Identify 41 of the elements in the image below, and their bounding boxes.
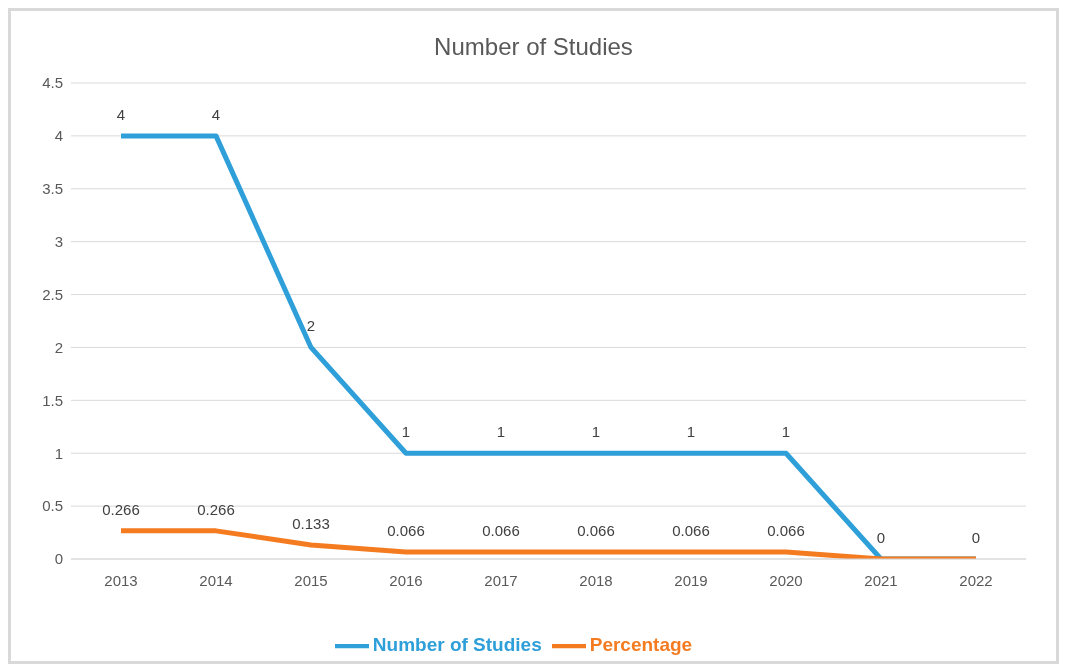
x-tick-label: 2015 [294, 571, 328, 589]
y-tick-label: 1.5 [42, 391, 63, 409]
data-label: 2 [306, 317, 316, 335]
x-tick-label: 2021 [864, 571, 898, 589]
y-tick-label: 3.5 [42, 180, 63, 198]
data-label: 0.133 [292, 514, 330, 532]
data-label: 4 [116, 105, 126, 123]
x-tick-label: 2019 [674, 571, 708, 589]
y-tick-label: 0 [54, 550, 63, 568]
y-tick-label: 2 [54, 338, 63, 356]
x-tick-label: 2017 [484, 571, 518, 589]
data-label: 0.066 [482, 522, 520, 540]
data-label: 0.066 [767, 522, 805, 540]
data-label: 1 [686, 423, 696, 441]
data-label: 0.266 [102, 500, 140, 518]
data-label: 1 [591, 423, 601, 441]
x-tick-label: 2020 [769, 571, 803, 589]
y-tick-label: 4 [54, 127, 63, 145]
data-label: 1 [781, 423, 791, 441]
data-label: 1 [496, 423, 506, 441]
data-label: 0.066 [577, 522, 615, 540]
y-tick-label: 0.5 [42, 497, 63, 515]
y-tick-label: 4.5 [42, 74, 63, 92]
x-tick-label: 2022 [959, 571, 993, 589]
y-tick-label: 1 [54, 444, 63, 462]
y-tick-label: 3 [54, 232, 63, 250]
data-label: 0.066 [387, 522, 425, 540]
data-label: 0.266 [197, 500, 235, 518]
x-tick-label: 2016 [389, 571, 423, 589]
data-label: 0 [971, 529, 981, 546]
x-tick-label: 2013 [104, 571, 138, 589]
x-tick-label: 2014 [199, 571, 233, 589]
data-label: 1 [401, 423, 411, 441]
chart-title: Number of Studies [433, 32, 634, 62]
legend-label: Percentage [589, 634, 693, 656]
data-label: 0.066 [672, 522, 710, 540]
x-tick-label: 2018 [579, 571, 613, 589]
y-tick-label: 2.5 [42, 285, 63, 303]
legend-label: Number of Studies [372, 634, 542, 656]
data-label: 0 [876, 529, 886, 546]
data-label: 4 [211, 105, 221, 123]
